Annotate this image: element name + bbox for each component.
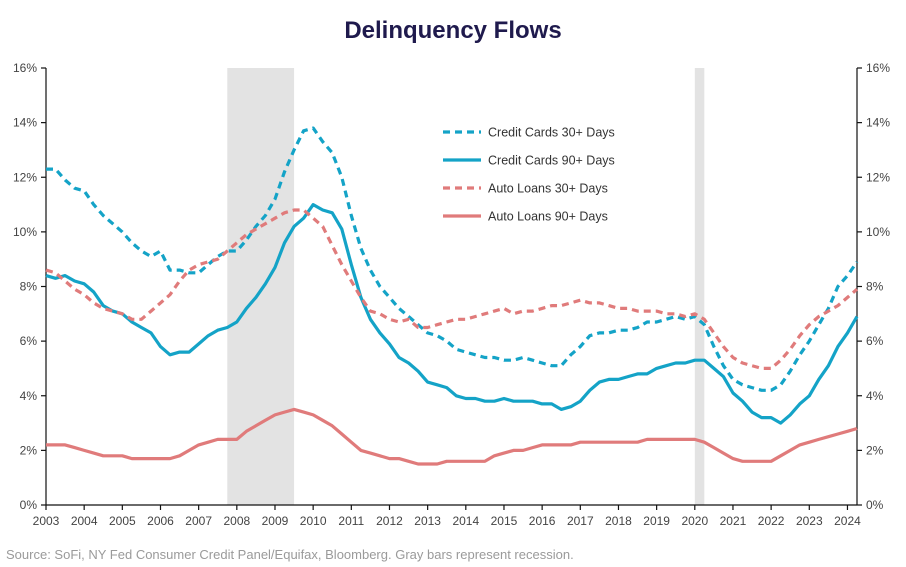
x-tick-label: 2012: [376, 514, 403, 528]
recession-bar-2: [694, 68, 705, 505]
y-tick-label-right: 8%: [866, 280, 884, 294]
legend: Credit Cards 30+ Days Credit Cards 90+ Da…: [443, 126, 615, 224]
chart-title: Delinquency Flows: [344, 17, 561, 44]
x-tick-label: 2014: [452, 514, 479, 528]
source-note: Source: SoFi, NY Fed Consumer Credit Pan…: [6, 547, 574, 562]
x-tick-label: 2013: [414, 514, 441, 528]
x-tick-label: 2015: [491, 514, 518, 528]
x-tick-label: 2023: [796, 514, 823, 528]
x-tick-label: 2006: [147, 514, 174, 528]
y-tick-label-left: 6%: [20, 334, 38, 348]
x-tick-label: 2011: [338, 514, 364, 528]
legend-label: Credit Cards 30+ Days: [488, 126, 615, 140]
y-tick-label-right: 0%: [866, 498, 884, 512]
y-tick-label-left: 8%: [20, 280, 38, 294]
x-tick-label: 2009: [262, 514, 289, 528]
x-tick-label: 2007: [185, 514, 212, 528]
series-line-3: [45, 208, 859, 370]
y-tick-label-left: 12%: [13, 170, 37, 184]
y-tick-label-right: 2%: [866, 443, 884, 457]
x-tick-label: 2017: [567, 514, 594, 528]
legend-label: Credit Cards 90+ Days: [488, 154, 615, 168]
series-lines: [45, 126, 859, 466]
y-tick-label-right: 16%: [866, 61, 890, 75]
x-tick-label: 2010: [300, 514, 327, 528]
x-tick-label: 2020: [681, 514, 708, 528]
legend-label: Auto Loans 30+ Days: [488, 182, 608, 196]
legend-label: Auto Loans 90+ Days: [488, 210, 608, 224]
x-tick-label: 2008: [223, 514, 250, 528]
x-tick-label: 2019: [643, 514, 670, 528]
x-tick-label: 2018: [605, 514, 632, 528]
y-tick-label-right: 12%: [866, 170, 890, 184]
y-tick-label-left: 4%: [20, 389, 38, 403]
series-line-4: [46, 407, 858, 466]
x-tick-label: 2005: [109, 514, 136, 528]
recession-bar-1: [227, 68, 295, 505]
y-tick-label-left: 16%: [13, 61, 37, 75]
axes: 0% 0% 2% 2% 4% 4% 6% 6% 8% 8% 10% 10% 12% 12% 14% 14% 16…: [13, 61, 890, 528]
x-tick-label: 2003: [33, 514, 60, 528]
y-tick-label-right: 14%: [866, 116, 890, 130]
x-tick-label: 2004: [71, 514, 98, 528]
series-line-1: [46, 126, 859, 392]
series-line-2: [45, 203, 859, 425]
y-tick-label-right: 6%: [866, 334, 884, 348]
y-tick-label-right: 4%: [866, 389, 884, 403]
y-tick-label-left: 2%: [20, 443, 38, 457]
x-tick-label: 2016: [529, 514, 556, 528]
x-tick-label: 2021: [720, 514, 747, 528]
y-tick-label-right: 10%: [866, 225, 890, 239]
y-tick-label-left: 14%: [13, 116, 37, 130]
x-tick-label: 2024: [834, 514, 861, 528]
x-tick-label: 2022: [758, 514, 785, 528]
y-tick-label-left: 0%: [20, 498, 38, 512]
y-tick-label-left: 10%: [13, 225, 37, 239]
recession-bars: [227, 68, 705, 505]
